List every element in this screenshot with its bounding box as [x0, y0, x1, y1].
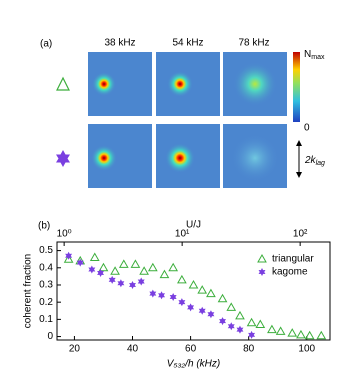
data-point [178, 298, 186, 307]
legend-label: triangular [272, 254, 314, 265]
data-point [88, 265, 96, 274]
data-point [98, 262, 109, 272]
x2-axis-label: U/J [186, 220, 201, 231]
data-point [130, 259, 141, 268]
data-point [219, 317, 227, 326]
x-tick-label: 80 [243, 344, 255, 355]
x2-tick-label: 10¹ [175, 229, 190, 240]
data-point [316, 330, 327, 340]
x2-tick-label: 10² [293, 229, 308, 240]
data-point [198, 306, 206, 315]
data-point [169, 293, 177, 302]
data-point [108, 275, 116, 284]
panel-label: (a) [40, 39, 52, 50]
y-axis-label: coherent fraction [23, 254, 34, 329]
data-point [118, 259, 129, 268]
triangle-icon [56, 76, 70, 91]
data-point [207, 310, 215, 319]
data-point [187, 303, 195, 312]
x-tick-label: 40 [127, 344, 139, 355]
data-point [188, 279, 199, 289]
data-point [159, 269, 170, 279]
column-label: 78 kHz [238, 38, 269, 49]
image-peak [165, 143, 195, 173]
image-peak [92, 72, 116, 96]
panel-label: (b) [38, 221, 50, 232]
data-point [129, 280, 136, 289]
arrow-head [296, 172, 302, 178]
star-icon [56, 150, 70, 167]
data-point [139, 266, 149, 275]
colorbar [293, 52, 300, 122]
data-point [137, 277, 145, 286]
y-tick-label: 0.5 [39, 245, 53, 256]
data-point [227, 322, 235, 331]
data-point [255, 319, 266, 329]
data-point [168, 262, 179, 272]
data-point [63, 254, 74, 263]
y-tick-label: 0.2 [39, 297, 53, 308]
data-point [217, 293, 228, 303]
data-point [235, 310, 245, 320]
data-point [246, 317, 257, 327]
colorbar-min: 0 [304, 123, 310, 134]
arrow-head [296, 140, 302, 146]
data-point [76, 258, 84, 267]
x-tick-label: 100 [298, 344, 315, 355]
images [88, 52, 287, 188]
data-point [206, 288, 216, 298]
data-point [304, 330, 315, 340]
legend-label: kagome [272, 267, 308, 278]
data-point [110, 266, 120, 275]
scale-label: 2klag [304, 155, 325, 167]
legend-marker [257, 253, 267, 263]
y-tick-label: 0.3 [39, 280, 53, 291]
data-point [89, 252, 100, 261]
image-peak [167, 71, 193, 97]
data-point [226, 302, 237, 311]
image-peak [233, 62, 277, 106]
column-label: 38 kHz [104, 38, 135, 49]
data-point [287, 328, 298, 337]
image-peak [231, 134, 279, 182]
data-point [177, 274, 187, 284]
y-tick-label: 0 [47, 331, 53, 342]
data-point [117, 279, 125, 288]
y-tick-label: 0.4 [39, 262, 53, 273]
data-point [97, 268, 105, 277]
data-point [149, 289, 157, 298]
data-point [158, 291, 166, 300]
data-point [267, 324, 277, 334]
x-axis-label: V₅₃₂/h (kHz) [167, 359, 220, 370]
x2-tick-label: 10⁰ [57, 229, 72, 240]
data-point [236, 325, 244, 334]
data-point [248, 330, 256, 339]
data-point [296, 329, 306, 339]
legend-marker [258, 268, 266, 276]
colorbar-max: Nmax [304, 49, 325, 61]
data-point [275, 326, 286, 335]
chart: (b) 20 40 60 80 100 0 0.1 0.2 0.3 0.4 0.5 10⁰ 10¹ 10² V… [23, 220, 331, 370]
data-point [65, 251, 73, 260]
plot-frame [56, 241, 331, 341]
x-tick-label: 60 [185, 344, 197, 355]
data-point [197, 285, 208, 294]
column-label: 54 kHz [172, 38, 203, 49]
y-tick-label: 0.1 [39, 314, 53, 325]
image-peak [91, 145, 117, 171]
data-point [147, 262, 158, 272]
x-tick-label: 20 [69, 344, 81, 355]
